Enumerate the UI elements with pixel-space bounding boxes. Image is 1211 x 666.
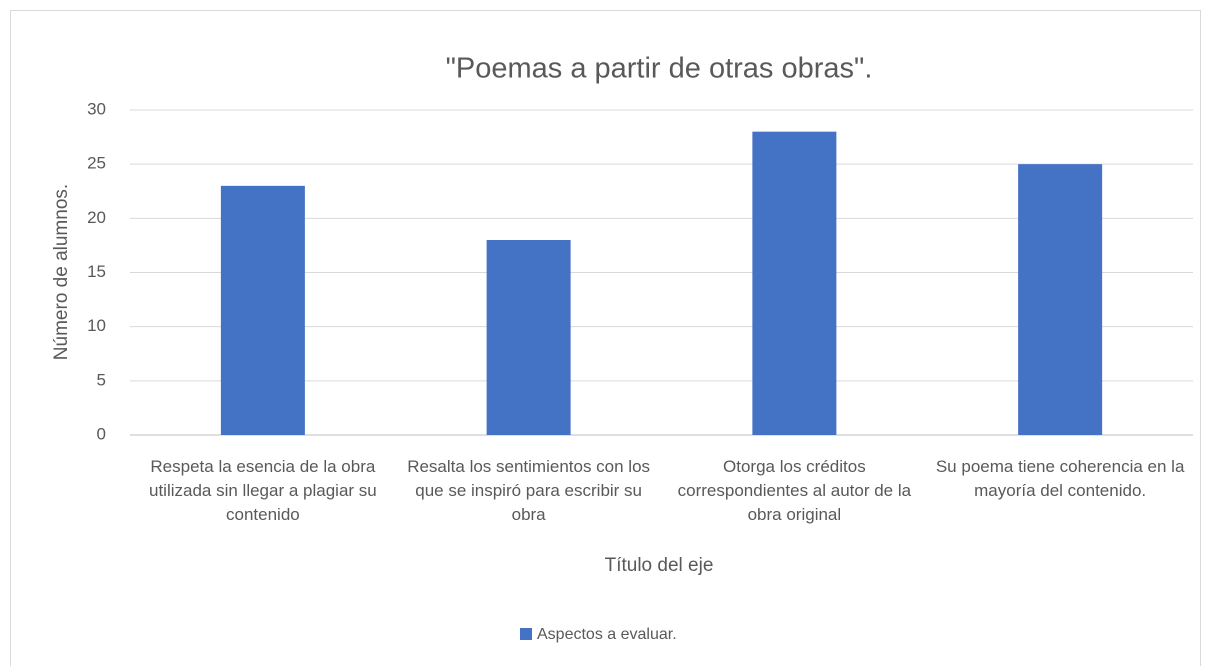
x-axis-title: Título del eje — [605, 555, 714, 576]
y-tick-label: 10 — [87, 316, 106, 335]
y-tick-label: 5 — [97, 370, 106, 389]
x-tick-label: Respeta la esencia de la obra utilizada … — [149, 457, 377, 524]
x-tick-label: Otorga los créditos correspondientes al … — [677, 457, 912, 524]
bar — [1018, 164, 1103, 435]
y-tick-label: 0 — [97, 424, 106, 443]
bar — [752, 131, 837, 435]
chart-border — [10, 10, 1201, 666]
x-tick-label: Su poema tiene coherencia en la mayoría … — [935, 457, 1185, 500]
bar — [220, 185, 305, 435]
x-tick-label: Resalta los sentimientos con los que se … — [407, 457, 651, 524]
y-axis-title: Número de alumnos. — [51, 184, 72, 360]
y-tick-label: 25 — [87, 154, 106, 173]
y-tick-label: 20 — [87, 208, 106, 227]
y-tick-label: 30 — [87, 99, 106, 118]
y-tick-label: 15 — [87, 262, 106, 281]
bar — [486, 240, 571, 435]
legend-swatch — [520, 628, 532, 640]
legend-label: Aspectos a evaluar. — [537, 626, 677, 643]
chart-title: "Poemas a partir de otras obras". — [446, 53, 873, 85]
